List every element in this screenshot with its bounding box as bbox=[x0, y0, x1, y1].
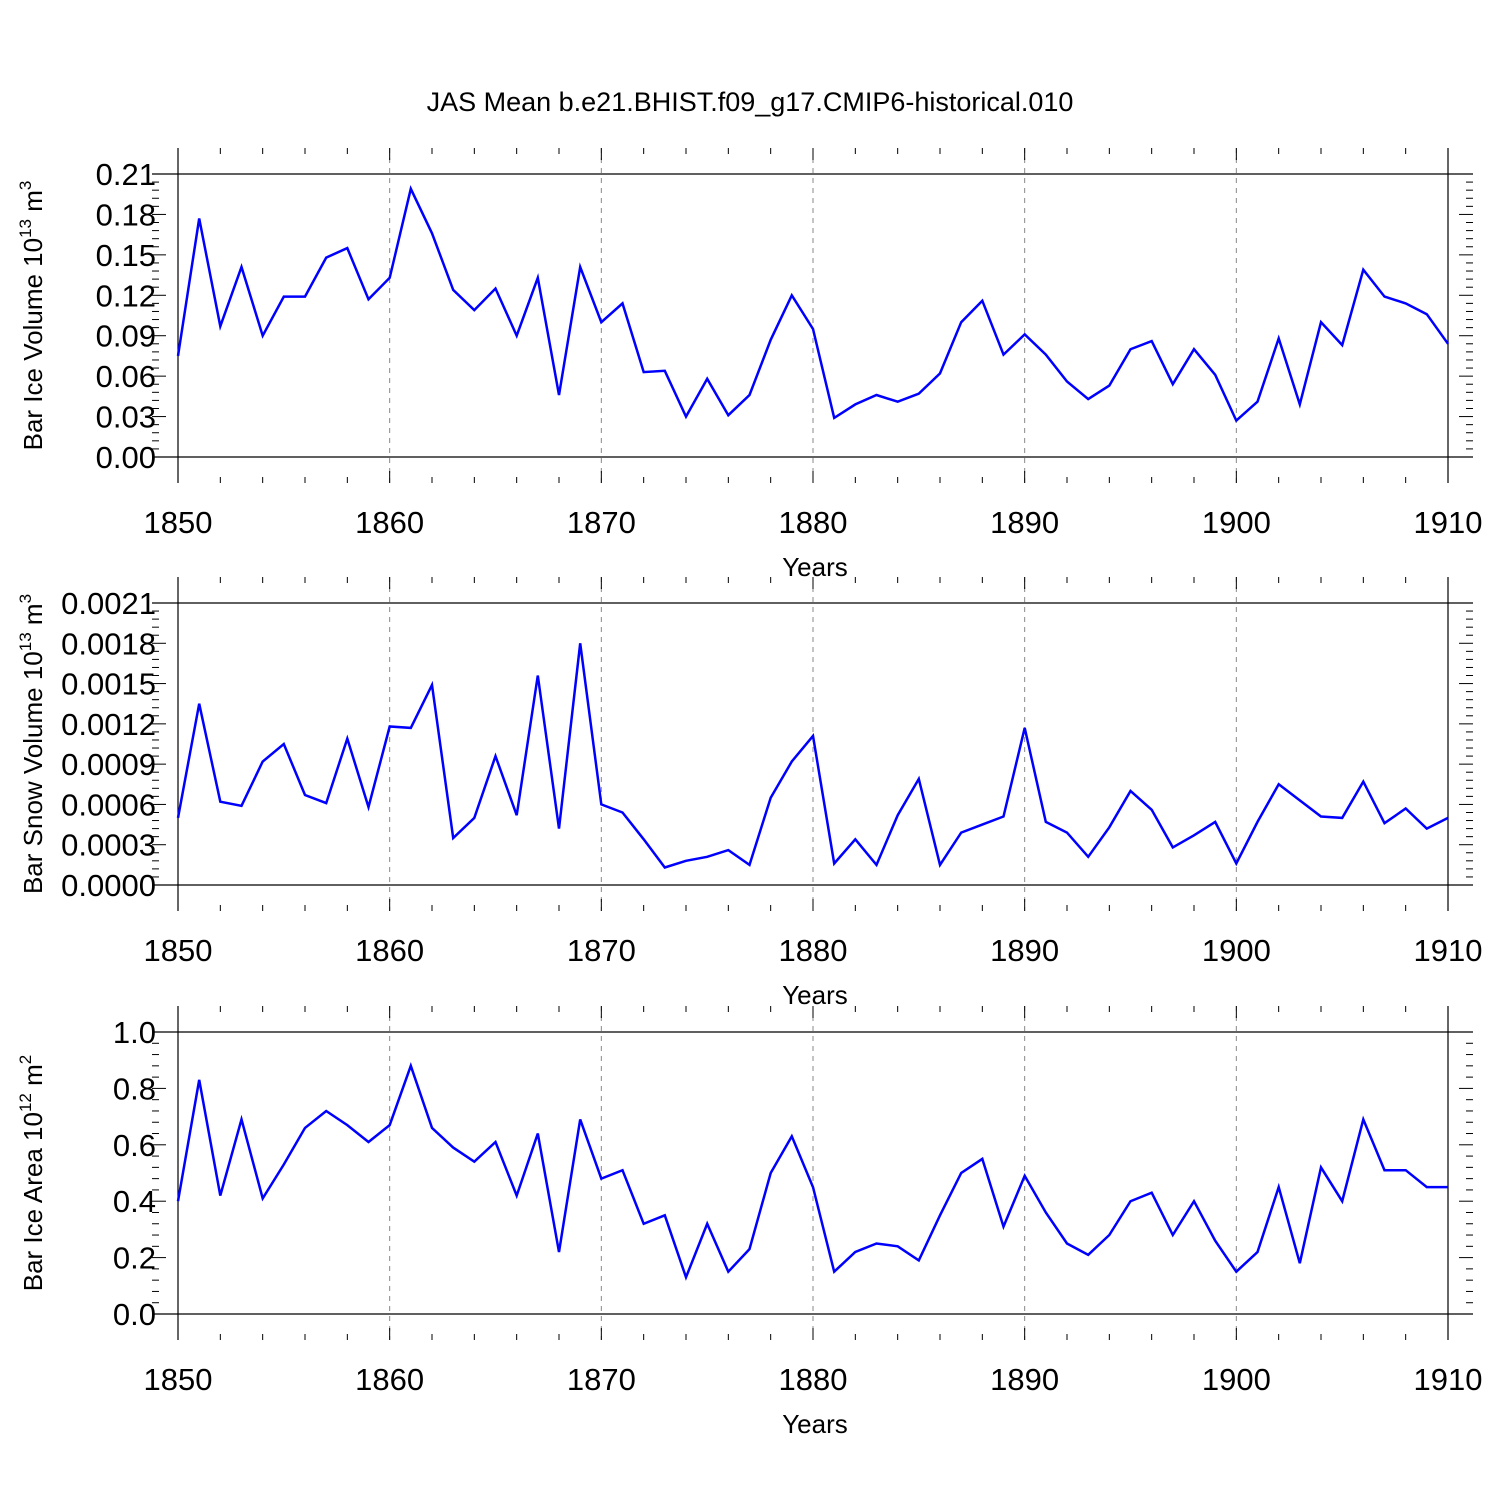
y-tick-label: 0.0009 bbox=[61, 747, 156, 782]
panel-1: 0.00 0.03 0.06 0.09 0.12 0.15 0.18 0.21 1850 1860… bbox=[16, 148, 1482, 582]
x-tick-label: 1890 bbox=[990, 933, 1059, 968]
y-tick-label: 0.4 bbox=[113, 1184, 156, 1219]
y-axis-label: Bar Ice Volume 1013 m3 bbox=[16, 181, 48, 451]
y-tick-label: 0.21 bbox=[96, 157, 156, 192]
y-axis-label: Bar Ice Area 1012 m2 bbox=[16, 1055, 48, 1292]
y-axis-label: Bar Snow Volume 1013 m3 bbox=[16, 594, 48, 894]
y-tick-label: 0.2 bbox=[113, 1241, 156, 1276]
figure-title: JAS Mean b.e21.BHIST.f09_g17.CMIP6-histo… bbox=[427, 87, 1074, 117]
x-tick-label: 1870 bbox=[567, 933, 636, 968]
x-tick-label: 1860 bbox=[355, 933, 424, 968]
y-tick-label: 0.0006 bbox=[61, 787, 156, 822]
y-tick-label: 0.00 bbox=[96, 440, 156, 475]
y-tick-label: 0.6 bbox=[113, 1128, 156, 1163]
x-tick-label: 1880 bbox=[779, 1362, 848, 1397]
y-tick-label: 0.06 bbox=[96, 359, 156, 394]
y-tick-label: 0.03 bbox=[96, 400, 156, 435]
x-tick-label: 1900 bbox=[1202, 933, 1271, 968]
x-tick-label: 1870 bbox=[567, 505, 636, 540]
x-axis-label: Years bbox=[782, 1409, 848, 1439]
x-tick-label: 1870 bbox=[567, 1362, 636, 1397]
x-tick-label: 1850 bbox=[144, 1362, 213, 1397]
series-line bbox=[176, 1062, 1448, 1281]
y-tick-label: 1.0 bbox=[113, 1015, 156, 1050]
x-tick-label: 1890 bbox=[990, 1362, 1059, 1397]
y-tick-label: 0.0021 bbox=[61, 586, 156, 621]
series-line bbox=[176, 185, 1450, 423]
series-line bbox=[176, 643, 1449, 869]
y-tick-label: 0.0 bbox=[113, 1297, 156, 1332]
y-tick-label: 0.0018 bbox=[61, 626, 156, 661]
x-tick-label: 1910 bbox=[1414, 933, 1483, 968]
x-tick-label: 1860 bbox=[355, 1362, 424, 1397]
x-tick-label: 1880 bbox=[779, 505, 848, 540]
x-tick-label: 1860 bbox=[355, 505, 424, 540]
x-tick-label: 1880 bbox=[779, 933, 848, 968]
y-tick-label: 0.8 bbox=[113, 1071, 156, 1106]
x-tick-label: 1900 bbox=[1202, 1362, 1271, 1397]
x-tick-label: 1850 bbox=[144, 933, 213, 968]
x-tick-label: 1850 bbox=[144, 505, 213, 540]
x-tick-label: 1890 bbox=[990, 505, 1059, 540]
y-tick-label: 0.12 bbox=[96, 278, 156, 313]
y-tick-label: 0.0015 bbox=[61, 667, 156, 702]
x-axis-label: Years bbox=[782, 980, 848, 1010]
x-tick-label: 1910 bbox=[1414, 505, 1483, 540]
panel-3: 0.0 0.2 0.4 0.6 0.8 1.0 1850 1860 1870 1880 1890 19… bbox=[16, 1006, 1482, 1439]
x-tick-label: 1910 bbox=[1414, 1362, 1483, 1397]
x-axis-label: Years bbox=[782, 552, 848, 582]
y-tick-label: 0.09 bbox=[96, 319, 156, 354]
y-tick-label: 0.15 bbox=[96, 238, 156, 273]
y-tick-label: 0.0000 bbox=[61, 868, 156, 903]
panel-2: 0.0000 0.0003 0.0006 0.0009 0.0012 0.0015 0.00… bbox=[16, 577, 1482, 1010]
x-tick-label: 1900 bbox=[1202, 505, 1271, 540]
y-tick-label: 0.0012 bbox=[61, 707, 156, 742]
y-tick-label: 0.18 bbox=[96, 197, 156, 232]
y-tick-label: 0.0003 bbox=[61, 828, 156, 863]
